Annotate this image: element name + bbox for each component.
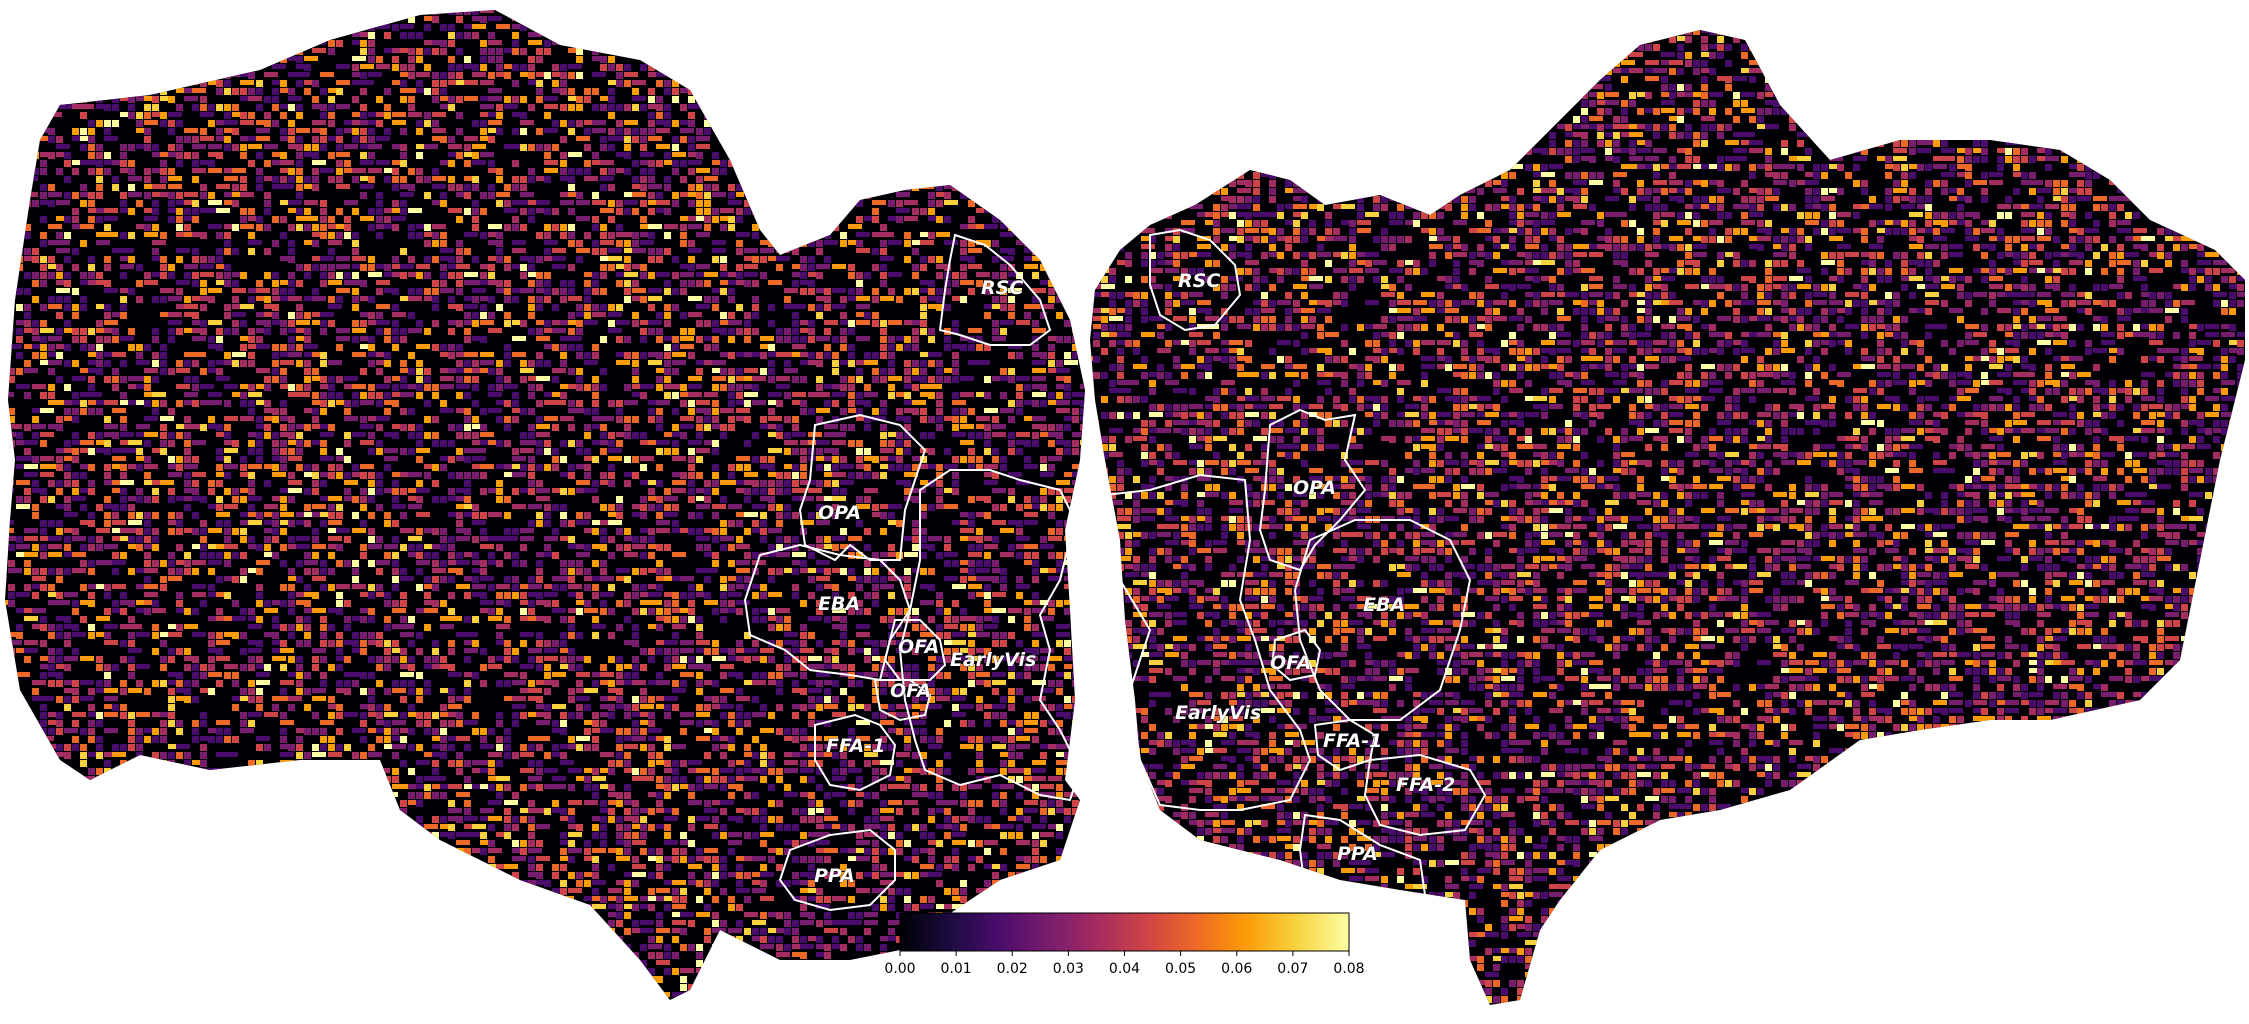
- left-roi-outlines: [743, 233, 1082, 912]
- colorbar-tick-label: 0.08: [1333, 961, 1364, 977]
- right-roi-label-earlyvis: EarlyVis: [1175, 702, 1261, 724]
- right-roi-label-ofa: OFA: [1270, 652, 1311, 674]
- colorbar-tick-label: 0.06: [1221, 961, 1252, 977]
- colorbar-tick-label: 0.00: [884, 961, 915, 977]
- right-roi-outline-earlyvis: [1103, 473, 1312, 811]
- right-roi-outline-eba: [1293, 519, 1472, 721]
- colorbar-tick-label: 0.05: [1165, 961, 1196, 977]
- left-roi-labels: RSC OPA EBA OFA EarlyVis OFA FFA-1 PPA: [814, 277, 1037, 888]
- left-roi-label-ppa: PPA: [814, 865, 855, 887]
- colorbar-tick-label: 0.03: [1053, 961, 1084, 977]
- colorbar-ticks: 0.00 0.01 0.02 0.03 0.04 0.05 0.06 0.07 0.08: [884, 951, 1365, 977]
- left-roi-outline-rsc: [938, 233, 1052, 346]
- left-roi-outline-ofa: [883, 619, 947, 681]
- right-roi-outline-ffa-2: [1363, 753, 1487, 837]
- left-roi-label-earlyvis: EarlyVis: [950, 649, 1036, 671]
- right-roi-label-eba: EBA: [1363, 594, 1405, 616]
- left-roi-label-rsc: RSC: [981, 277, 1023, 299]
- left-roi-outline-ofa-2: [873, 679, 932, 722]
- colorbar-tick-label: 0.07: [1277, 961, 1308, 977]
- left-roi-outline-opa: [798, 413, 927, 562]
- colorbar-tick-label: 0.04: [1109, 961, 1140, 977]
- colorbar: 0.00 0.01 0.02 0.03 0.04 0.05 0.06 0.07 0.08: [884, 912, 1365, 977]
- right-roi-label-rsc: RSC: [1178, 270, 1220, 292]
- left-roi-label-opa: OPA: [818, 502, 861, 524]
- left-hemisphere: RSC OPA EBA OFA EarlyVis OFA FFA-1 PPA: [5, 10, 1085, 1000]
- left-roi-label-ofa: OFA: [898, 636, 939, 658]
- left-roi-label-eba: EBA: [818, 593, 860, 615]
- right-roi-outline-ofa: [1270, 628, 1322, 682]
- left-roi-outline-ppa: [778, 828, 896, 912]
- right-roi-label-ffa-1: FFA-1: [1323, 730, 1382, 752]
- right-roi-labels: RSC OPA EBA OFA EarlyVis FFA-1 FFA-2 PPA: [1175, 270, 1456, 866]
- left-roi-label-ffa-1: FFA-1: [826, 735, 885, 757]
- right-roi-outlines: [1103, 228, 1487, 916]
- left-roi-outline-ffa-1: [814, 713, 897, 792]
- colorbar-tick-label: 0.02: [997, 961, 1028, 977]
- right-roi-outline-opa: [1258, 408, 1367, 572]
- right-hemisphere: RSC OPA EBA OFA EarlyVis FFA-1 FFA-2 PPA: [1090, 30, 2245, 1005]
- right-roi-label-ffa-2: FFA-2: [1396, 774, 1455, 796]
- left-roi-outline-earlyvis: [898, 469, 1082, 802]
- right-roi-outline-rsc: [1149, 228, 1242, 332]
- colorbar-tick-label: 0.01: [941, 961, 972, 977]
- right-roi-outline-ppa: [1298, 813, 1427, 916]
- colorbar-gradient: [899, 912, 1350, 952]
- left-roi-label-ofa-2: OFA: [890, 680, 931, 702]
- right-roi-label-ppa: PPA: [1337, 843, 1378, 865]
- right-roi-label-opa: OPA: [1293, 477, 1336, 499]
